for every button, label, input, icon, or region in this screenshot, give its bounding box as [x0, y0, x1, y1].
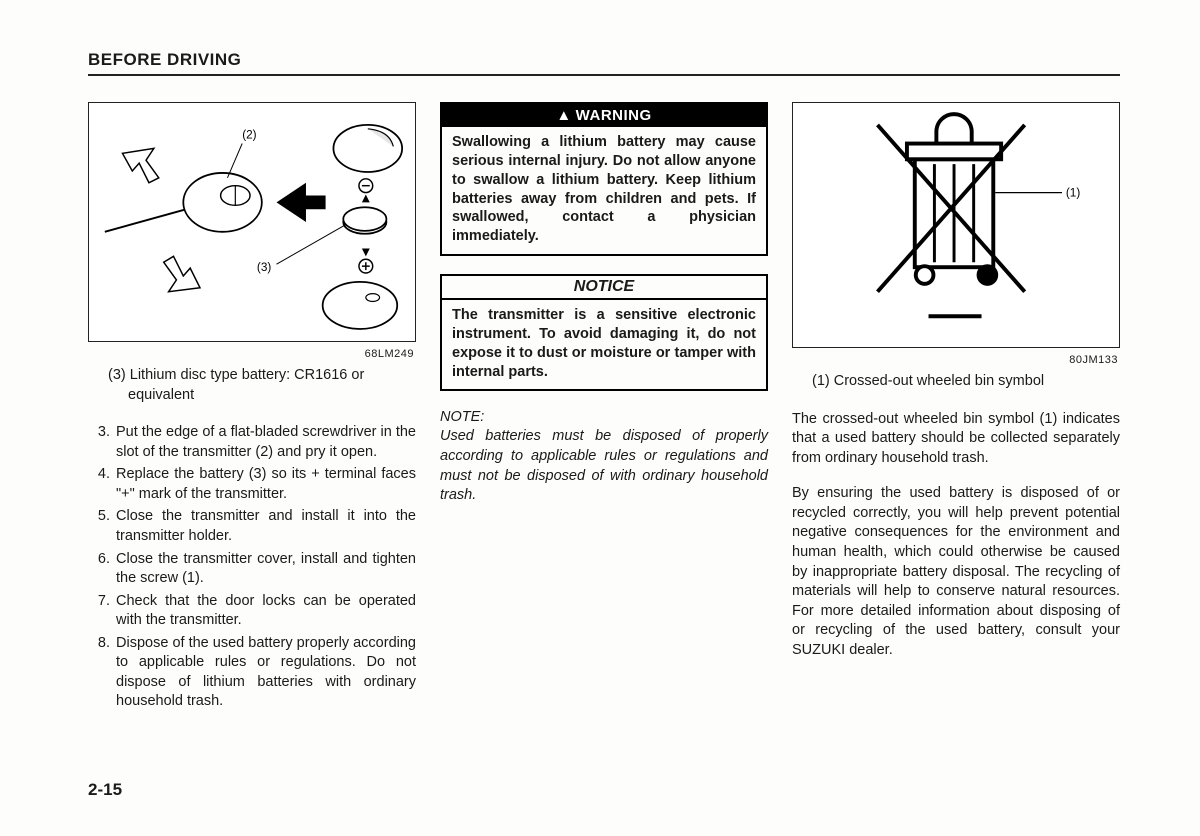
bin-paragraph-2: By ensuring the used battery is disposed… [792, 484, 1120, 660]
battery-caption: (3) Lithium disc type battery: CR1616 or… [108, 366, 416, 405]
crossed-out-bin-illustration: (1) [799, 109, 1113, 341]
step-item: Replace the battery (3) so its + termina… [114, 465, 416, 504]
step-item: Close the transmitter cover, install and… [114, 550, 416, 589]
figure-label-3: (3) [257, 261, 271, 274]
instruction-steps: Put the edge of a flat-bladed screwdrive… [88, 423, 416, 712]
warning-body: Swallowing a lithium battery may cause s… [442, 127, 766, 254]
note-label: NOTE: [440, 409, 768, 425]
notice-body: The transmitter is a sensitive electroni… [442, 300, 766, 389]
key-battery-illustration: (2) (3) [95, 109, 409, 335]
bin-paragraph-1: The crossed-out wheeled bin symbol (1) i… [792, 410, 1120, 469]
divider [88, 74, 1120, 76]
warning-box: ▲ WARNING Swallowing a lithium battery ma… [440, 102, 768, 256]
notice-box: NOTICE The transmitter is a sensitive el… [440, 274, 768, 391]
bin-caption: (1) Crossed-out wheeled bin symbol [812, 372, 1120, 392]
step-item: Close the transmitter and install it int… [114, 507, 416, 546]
page-number: 2-15 [88, 780, 122, 800]
note-body: Used batteries must be disposed of prope… [440, 427, 768, 505]
warning-header-text: WARNING [576, 107, 652, 124]
figure-code-right: 80JM133 [792, 354, 1120, 366]
warning-header: ▲ WARNING [442, 104, 766, 127]
warning-icon: ▲ [556, 107, 571, 124]
key-battery-figure: (2) (3) [88, 102, 416, 342]
figure-label-1: (1) [1066, 187, 1080, 200]
column-3: (1) 80JM133 (1) Crossed-out wheeled bin … [792, 102, 1120, 715]
step-item: Check that the door locks can be operate… [114, 592, 416, 631]
step-item: Dispose of the used battery properly acc… [114, 634, 416, 712]
figure-code-left: 68LM249 [88, 348, 416, 360]
notice-header: NOTICE [442, 276, 766, 300]
figure-label-2: (2) [242, 129, 256, 142]
section-title: BEFORE DRIVING [88, 50, 1120, 70]
column-2: ▲ WARNING Swallowing a lithium battery ma… [440, 102, 768, 715]
column-1: (2) (3) 68LM249 (3) Lithium disc type ba… [88, 102, 416, 715]
step-item: Put the edge of a flat-bladed screwdrive… [114, 423, 416, 462]
content-columns: (2) (3) 68LM249 (3) Lithium disc type ba… [88, 102, 1120, 715]
bin-symbol-figure: (1) [792, 102, 1120, 348]
